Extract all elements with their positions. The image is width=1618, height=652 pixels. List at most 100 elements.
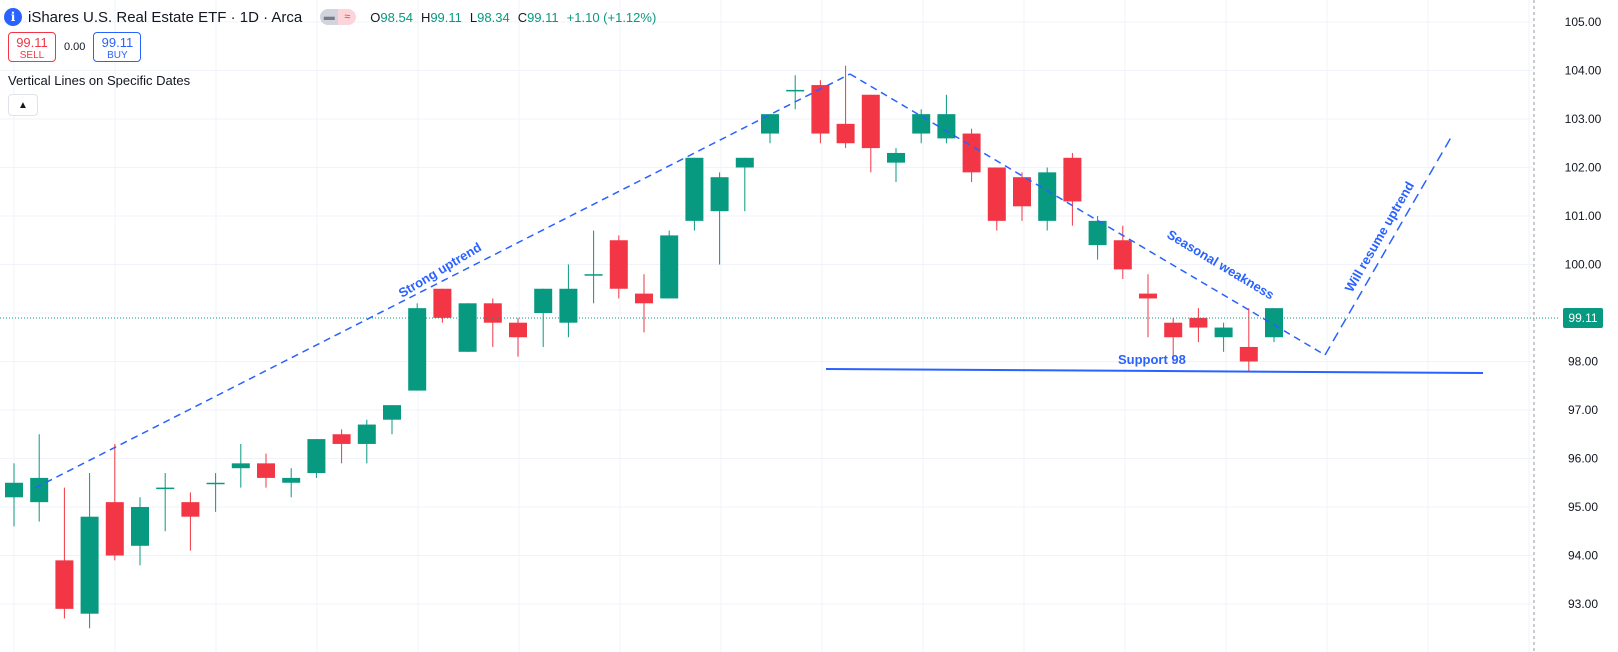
candle[interactable]	[1214, 322, 1233, 352]
candle[interactable]	[1088, 216, 1107, 260]
candle-body	[887, 152, 905, 163]
candle-body	[383, 405, 401, 420]
candle[interactable]	[937, 94, 956, 144]
candle[interactable]	[80, 473, 99, 629]
candle[interactable]	[1239, 308, 1258, 372]
candle[interactable]	[282, 468, 301, 498]
candle[interactable]	[761, 114, 779, 144]
spread-value: 0.00	[64, 41, 86, 53]
candle-body	[987, 167, 1006, 221]
candle-body	[1063, 157, 1082, 202]
candle[interactable]	[1164, 317, 1183, 362]
candle-body	[131, 507, 149, 546]
candle-body	[483, 303, 502, 323]
downtrend-line[interactable]	[849, 73, 1326, 356]
drawings	[34, 73, 1484, 489]
candle[interactable]	[836, 65, 855, 149]
price-tick-label: 96.00	[1568, 452, 1598, 466]
candle[interactable]	[307, 439, 326, 478]
candle[interactable]	[458, 303, 477, 352]
candle[interactable]	[962, 128, 981, 183]
candle-body	[1164, 322, 1183, 338]
candle[interactable]	[383, 405, 401, 435]
candle[interactable]	[206, 473, 225, 512]
candle[interactable]	[131, 497, 149, 566]
sell-label: SELL	[19, 50, 45, 61]
price-tick-label: 93.00	[1568, 597, 1598, 611]
visibility-toggle[interactable]: ▬ ≈	[320, 9, 357, 25]
buy-button[interactable]: 99.11 BUY	[93, 32, 142, 62]
candle-body	[1239, 346, 1258, 362]
candle-body	[1139, 293, 1157, 299]
candle-body	[257, 463, 275, 478]
candle[interactable]	[735, 157, 754, 212]
change-value: +1.10 (+1.12%)	[566, 9, 657, 25]
info-icon[interactable]: i	[4, 8, 22, 26]
candle-body	[408, 308, 427, 391]
candle[interactable]	[1038, 167, 1057, 231]
price-tick-label: 102.00	[1565, 161, 1602, 175]
candle[interactable]	[231, 443, 250, 488]
projection-line[interactable]	[1324, 133, 1454, 356]
candle[interactable]	[433, 288, 452, 323]
candle[interactable]	[509, 317, 527, 357]
uptrend-line[interactable]	[34, 73, 851, 489]
candle[interactable]	[584, 230, 603, 304]
candle-body	[206, 482, 225, 485]
candle-body	[509, 322, 527, 338]
candle[interactable]	[861, 94, 880, 173]
wave-icon[interactable]: ≈	[338, 9, 357, 25]
support-line[interactable]	[825, 368, 1484, 374]
open-value: 98.54	[380, 9, 413, 25]
candle-body	[559, 288, 578, 323]
candle[interactable]	[1013, 172, 1031, 221]
candle[interactable]	[786, 75, 805, 110]
candle[interactable]	[685, 157, 704, 231]
candle[interactable]	[912, 109, 931, 144]
price-axis[interactable]: 93.0094.0095.0096.0097.0098.0099.00100.0…	[1565, 15, 1602, 611]
candle[interactable]	[1189, 308, 1208, 343]
candle[interactable]	[1063, 152, 1082, 226]
candle[interactable]	[332, 429, 351, 464]
candle[interactable]	[635, 274, 653, 333]
candle[interactable]	[1113, 225, 1132, 280]
candle-body	[912, 114, 931, 134]
candle[interactable]	[1139, 274, 1157, 338]
candle-body	[282, 477, 301, 483]
sell-price: 99.11	[16, 35, 48, 50]
candle[interactable]	[609, 235, 628, 299]
last-price-value: 99.11	[1568, 311, 1597, 325]
candle-body	[1088, 220, 1107, 246]
candle[interactable]	[156, 473, 175, 532]
annotation-will-resume: Will resume uptrend	[1342, 179, 1417, 295]
candle-body	[609, 240, 628, 289]
minus-icon[interactable]: ▬	[320, 9, 339, 25]
indicator-label[interactable]: Vertical Lines on Specific Dates	[8, 73, 191, 88]
sell-button[interactable]: 99.11 SELL	[8, 32, 56, 62]
candle[interactable]	[987, 167, 1006, 231]
candle[interactable]	[105, 443, 124, 561]
chart-grid	[0, 0, 1534, 652]
symbol-title[interactable]: iShares U.S. Real Estate ETF · 1D · Arca	[28, 8, 303, 26]
candle[interactable]	[660, 230, 679, 299]
candle[interactable]	[357, 419, 376, 464]
candle-body	[786, 89, 805, 92]
low-value: 98.34	[477, 9, 510, 25]
candle[interactable]	[559, 264, 578, 338]
annotation-support-98: Support 98	[1118, 352, 1186, 367]
candle[interactable]	[483, 298, 502, 347]
candle-body	[433, 288, 452, 318]
chevron-up-icon[interactable]: ▲	[8, 94, 38, 116]
candle[interactable]	[55, 487, 74, 619]
candle[interactable]	[5, 463, 23, 527]
candle[interactable]	[710, 172, 729, 265]
candle[interactable]	[30, 434, 49, 522]
candle[interactable]	[887, 148, 905, 183]
candle[interactable]	[811, 80, 830, 144]
candle-body	[231, 463, 250, 469]
candle[interactable]	[181, 492, 200, 551]
close-value: 99.11	[527, 9, 559, 25]
candle[interactable]	[257, 453, 275, 488]
candle[interactable]	[408, 303, 427, 391]
